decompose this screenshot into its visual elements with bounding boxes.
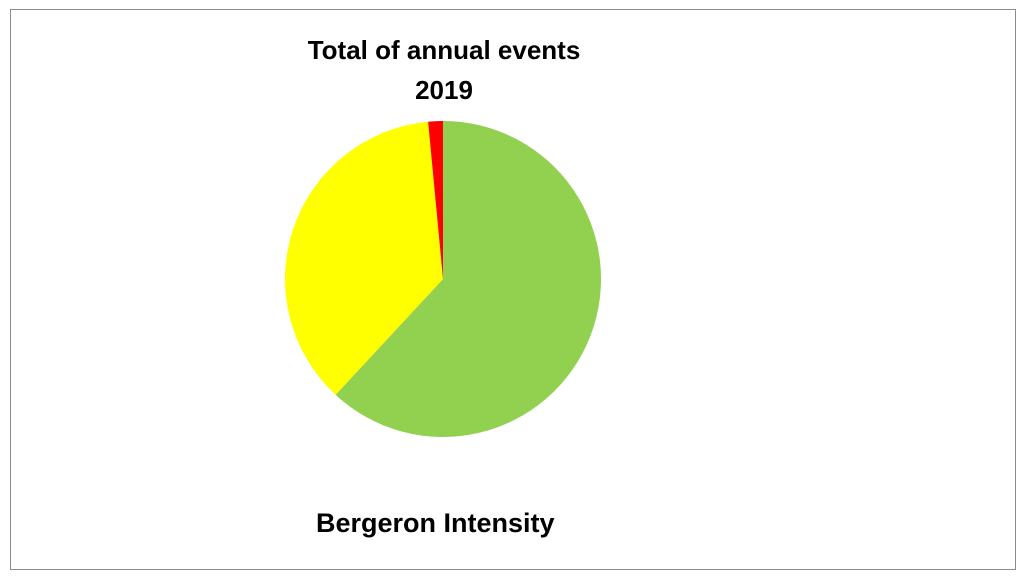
pie-slice-3	[428, 121, 443, 279]
chart-title: Total of annual events 2019	[0, 30, 888, 110]
chart-caption: Bergeron Intensity	[316, 508, 555, 538]
chart-title-line-2: 2019	[415, 75, 473, 105]
pie-slice-2	[285, 121, 443, 395]
chart-title-line-1: Total of annual events	[307, 35, 581, 65]
pie-slice-1	[335, 121, 602, 437]
